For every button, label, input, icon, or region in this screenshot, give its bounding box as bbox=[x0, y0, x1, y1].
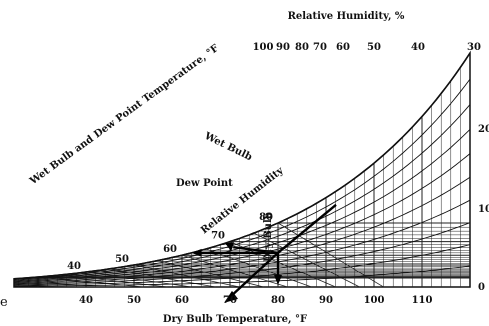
rh-construction-line bbox=[277, 203, 337, 254]
wet-bulb-gridline bbox=[181, 254, 288, 288]
rh-tick-label: 50 bbox=[367, 42, 381, 53]
rh-tick-label: 90 bbox=[276, 42, 290, 53]
rh-curve-100 bbox=[13, 52, 471, 280]
x-tick-label: 90 bbox=[319, 295, 333, 306]
rh-tick-label: 70 bbox=[313, 42, 327, 53]
wet-bulb-gridline bbox=[253, 232, 360, 288]
rh-tick-label: 100 bbox=[253, 42, 274, 53]
rh-curve-80 bbox=[13, 104, 471, 281]
right-tick-label: 20 bbox=[478, 124, 489, 135]
saturation-tick-label: 60 bbox=[163, 244, 177, 255]
saturation-tick-label: 80 bbox=[259, 212, 273, 223]
saturation-tick-label: 40 bbox=[67, 261, 81, 272]
dew-point-arrow bbox=[191, 248, 202, 257]
edge-text: e bbox=[0, 295, 8, 310]
x-tick-label: 60 bbox=[175, 295, 189, 306]
wet-bulb-annotation: Wet Bulb bbox=[202, 130, 254, 163]
saturation-tick-label: 70 bbox=[211, 231, 225, 242]
rh-curve-90 bbox=[13, 78, 471, 281]
rh-curve-40 bbox=[13, 199, 471, 285]
x-tick-label: 50 bbox=[127, 295, 141, 306]
wet-bulb-gridline bbox=[205, 248, 312, 288]
dry-bulb-annotation: Dry Bulb bbox=[263, 212, 274, 262]
wet-bulb-gridline bbox=[109, 268, 216, 288]
dew-point-annotation: Dew Point bbox=[176, 178, 233, 189]
right-tick-label: 10 bbox=[478, 204, 489, 215]
right-tick-label: 0 bbox=[478, 282, 485, 293]
x-tick-label: 40 bbox=[79, 295, 93, 306]
x-tick-label: 70 bbox=[223, 295, 237, 306]
x-tick-label: 100 bbox=[364, 295, 385, 306]
state-point-lines bbox=[191, 203, 337, 303]
wet-bulb-line bbox=[233, 246, 279, 255]
wet-bulb-arrow bbox=[225, 242, 235, 252]
rh-tick-label: 60 bbox=[336, 42, 350, 53]
saturation-tick-label: 50 bbox=[115, 254, 129, 265]
dry-bulb-arrow bbox=[274, 275, 282, 285]
rh-curve-10 bbox=[14, 265, 471, 287]
rh-curve-60 bbox=[13, 153, 471, 283]
rh-curve-20 bbox=[13, 244, 471, 286]
rh-curves bbox=[13, 52, 471, 287]
rh-axis-title: Relative Humidity, % bbox=[288, 11, 405, 22]
rh-curve-30 bbox=[13, 222, 471, 286]
rh-tick-label: 80 bbox=[295, 42, 309, 53]
x-axis-title: Dry Bulb Temperature, °F bbox=[163, 314, 307, 325]
rh-tick-label: 30 bbox=[467, 42, 481, 53]
x-tick-label: 80 bbox=[271, 295, 285, 306]
wet-bulb-gridline bbox=[133, 264, 240, 288]
x-tick-label: 110 bbox=[412, 295, 433, 306]
left-axis-title: Wet Bulb and Dew Point Temperature, °F bbox=[27, 43, 221, 188]
rh-tick-label: 40 bbox=[411, 42, 425, 53]
rh-curve-50 bbox=[13, 176, 471, 284]
rh-extension-line bbox=[227, 251, 279, 300]
rh-arrow bbox=[224, 290, 238, 303]
